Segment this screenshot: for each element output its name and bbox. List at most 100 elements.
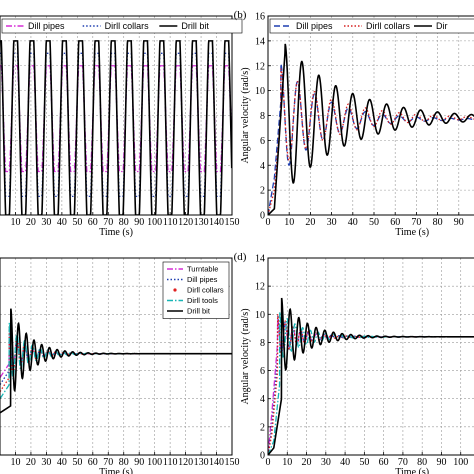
x-tick-label: 30 [41, 217, 51, 228]
legend-box [269, 18, 474, 34]
x-tick-label: 20 [302, 457, 312, 468]
plot-frame [0, 257, 233, 456]
y-axis-label: Angular velocity (rad/s) [240, 67, 251, 163]
legend-label: Drill bit [187, 307, 211, 316]
x-tick-label: 60 [390, 217, 400, 228]
panel-bottom-right: 0 10 20 30 40 50 60 70 80 90 100 0 2 4 6 8 10 12 14 Time (s… [234, 251, 474, 474]
panel-label: (d) [234, 251, 247, 263]
x-tick-label: 70 [103, 217, 113, 228]
series-line-dirll-collars [268, 68, 474, 215]
legend: Dill pipes Dirll collars Dir [269, 18, 474, 34]
x-tick-label: 30 [41, 457, 51, 468]
panel-bottom-left: 10 20 30 40 50 60 70 80 90 100 110 120 130 140 150 Time… [0, 257, 240, 474]
x-tick-label: 50 [359, 457, 369, 468]
x-tick-label: 60 [88, 217, 98, 228]
y-tick-label: 12 [255, 61, 265, 72]
x-tick-label: 90 [134, 457, 144, 468]
x-tick-label: 10 [282, 457, 292, 468]
x-tick-label: 40 [57, 457, 67, 468]
y-tick-label: 2 [260, 186, 265, 197]
x-tick-label: 40 [348, 217, 358, 228]
x-axis-label: Time (s) [395, 467, 429, 474]
panels: 10 20 30 40 50 60 70 80 90 100 110 120 130 140 150Time… [0, 9, 474, 474]
x-tick-label: 30 [321, 457, 331, 468]
x-tick-label: 60 [379, 457, 389, 468]
legend-label: Drill bit [181, 21, 209, 31]
x-tick-label: 50 [72, 217, 82, 228]
x-tick-label: 90 [436, 457, 446, 468]
x-tick-label: 90 [134, 217, 144, 228]
grid [267, 257, 474, 456]
plot-frame [267, 257, 474, 456]
legend-swatch [173, 288, 177, 292]
x-tick-label: 130 [194, 457, 209, 468]
x-axis-label: Time (s) [395, 227, 429, 238]
x-tick-label: 90 [454, 217, 464, 228]
x-tick-label: 100 [453, 457, 468, 468]
x-tick-label: 50 [72, 457, 82, 468]
y-tick-label: 10 [255, 86, 265, 97]
legend-label: Dirll tools [187, 296, 218, 305]
y-tick-label: 14 [255, 254, 265, 265]
x-tick-label: 80 [433, 217, 443, 228]
series-group [0, 308, 232, 414]
x-tick-label: 120 [178, 217, 193, 228]
x-tick-label: 130 [194, 217, 209, 228]
legend-label: Dirll collars [366, 21, 411, 31]
x-tick-label: 0 [266, 457, 271, 468]
legend-label: Dirll collars [105, 21, 150, 31]
legend: Dill pipes Dirll collars Drill bit [1, 18, 243, 34]
x-tick-label: 100 [147, 457, 162, 468]
y-tick-label: 8 [260, 111, 265, 122]
series-group [268, 297, 474, 455]
plot-frame [267, 15, 474, 216]
series-line-dirll-tools [0, 322, 232, 400]
x-tick-label: 150 [225, 457, 240, 468]
x-tick-label: 70 [103, 457, 113, 468]
series-line-dill-pipes [0, 65, 232, 173]
x-tick-label: 80 [119, 217, 129, 228]
series-line-drill-bit [0, 308, 232, 414]
x-tick-label: 40 [340, 457, 350, 468]
x-tick-label: 140 [209, 457, 224, 468]
y-tick-label: 14 [255, 36, 265, 47]
x-tick-label: 80 [119, 457, 129, 468]
plot-frame [0, 15, 233, 216]
y-tick-label: 16 [255, 12, 265, 23]
x-axis-label: Time (s) [99, 227, 133, 238]
legend-label: Dirll collars [187, 286, 224, 295]
grid [267, 15, 474, 216]
legend-label: Dill pipes [28, 21, 65, 31]
y-tick-label: 0 [260, 211, 265, 222]
x-tick-label: 10 [284, 217, 294, 228]
x-tick-label: 10 [10, 457, 20, 468]
x-tick-label: 50 [369, 217, 379, 228]
y-tick-label: 4 [260, 161, 265, 172]
series-line-drill-bit [0, 40, 232, 215]
series-line-dirll-collars [0, 52, 232, 197]
x-tick-label: 60 [88, 457, 98, 468]
x-tick-label: 20 [26, 457, 36, 468]
y-tick-label: 6 [260, 136, 265, 147]
x-tick-label: 20 [305, 217, 315, 228]
x-tick-label: 110 [163, 217, 178, 228]
legend-label: Dill pipes [296, 21, 333, 31]
y-tick-label: 10 [255, 310, 265, 321]
x-tick-label: 30 [327, 217, 337, 228]
legend-label: Dill pipes [187, 275, 218, 284]
x-tick-label: 40 [57, 217, 67, 228]
x-tick-label: 110 [163, 457, 178, 468]
x-tick-label: 80 [417, 457, 427, 468]
y-tick-label: 2 [260, 422, 265, 433]
grid [0, 15, 233, 216]
x-tick-label: 150 [225, 217, 240, 228]
x-tick-label: 70 [398, 457, 408, 468]
x-tick-label: 100 [147, 217, 162, 228]
legend-label: Turntable [187, 265, 218, 274]
series-line-dill-pipes [268, 63, 474, 215]
y-tick-label: 4 [260, 394, 265, 405]
x-axis-label: Time (s) [99, 467, 133, 474]
panel-top-left: 10 20 30 40 50 60 70 80 90 100 110 120 130 140 150 Time… [0, 15, 243, 238]
